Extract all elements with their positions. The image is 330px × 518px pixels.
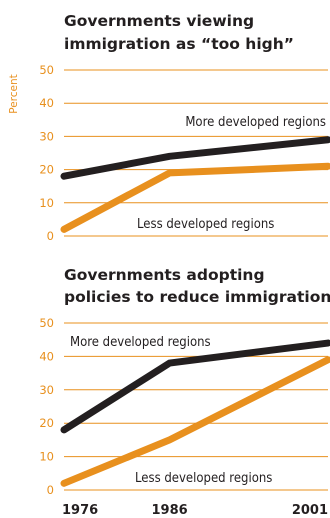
chart-1-series-label-less-developed: Less developed regions bbox=[137, 217, 274, 232]
chart-1-series-label-more-developed: More developed regions bbox=[185, 115, 326, 130]
y-tick-label-0: 0 bbox=[47, 483, 54, 497]
chart-2-series-label-less-developed: Less developed regions bbox=[135, 471, 272, 486]
chart-1-y-tick-labels: 0 10 20 30 40 50 bbox=[39, 63, 54, 243]
y-tick-label-20: 20 bbox=[39, 416, 54, 430]
y-tick-label-30: 30 bbox=[39, 383, 54, 397]
series-line-less-developed bbox=[60, 356, 330, 487]
chart-1-title-line-2: immigration as “too high” bbox=[64, 35, 294, 53]
series-line-more-developed bbox=[60, 339, 330, 434]
y-tick-label-30: 30 bbox=[39, 129, 54, 143]
chart-1: Governments viewing immigration as “too … bbox=[8, 12, 330, 243]
chart-2-title-line-2: policies to reduce immigration bbox=[64, 288, 330, 306]
y-tick-label-40: 40 bbox=[39, 96, 54, 110]
chart-2-title-line-1: Governments adopting bbox=[64, 266, 265, 284]
y-tick-label-0: 0 bbox=[47, 229, 54, 243]
chart-2-series-lines bbox=[60, 339, 330, 487]
series-line-more-developed bbox=[60, 136, 330, 180]
chart-1-title-line-1: Governments viewing bbox=[64, 12, 254, 30]
chart-1-series-lines bbox=[60, 136, 330, 233]
series-line-less-developed bbox=[60, 162, 330, 233]
chart-2: Governments adopting policies to reduce … bbox=[39, 266, 330, 518]
y-tick-label-40: 40 bbox=[39, 349, 54, 363]
chart-2-y-tick-labels: 0 10 20 30 40 50 bbox=[39, 316, 54, 497]
y-tick-label-10: 10 bbox=[39, 450, 54, 464]
chart-2-x-tick-labels: 1976 1986 2001 bbox=[62, 503, 328, 518]
x-tick-label-1976: 1976 bbox=[62, 503, 98, 518]
y-tick-label-50: 50 bbox=[39, 316, 54, 330]
chart-1-y-axis-label: Percent bbox=[8, 74, 20, 114]
chart-2-series-label-more-developed: More developed regions bbox=[70, 335, 211, 350]
x-tick-label-1986: 1986 bbox=[152, 503, 188, 518]
y-tick-label-10: 10 bbox=[39, 196, 54, 210]
x-tick-label-2001: 2001 bbox=[292, 503, 328, 518]
y-tick-label-20: 20 bbox=[39, 163, 54, 177]
y-tick-label-50: 50 bbox=[39, 63, 54, 77]
